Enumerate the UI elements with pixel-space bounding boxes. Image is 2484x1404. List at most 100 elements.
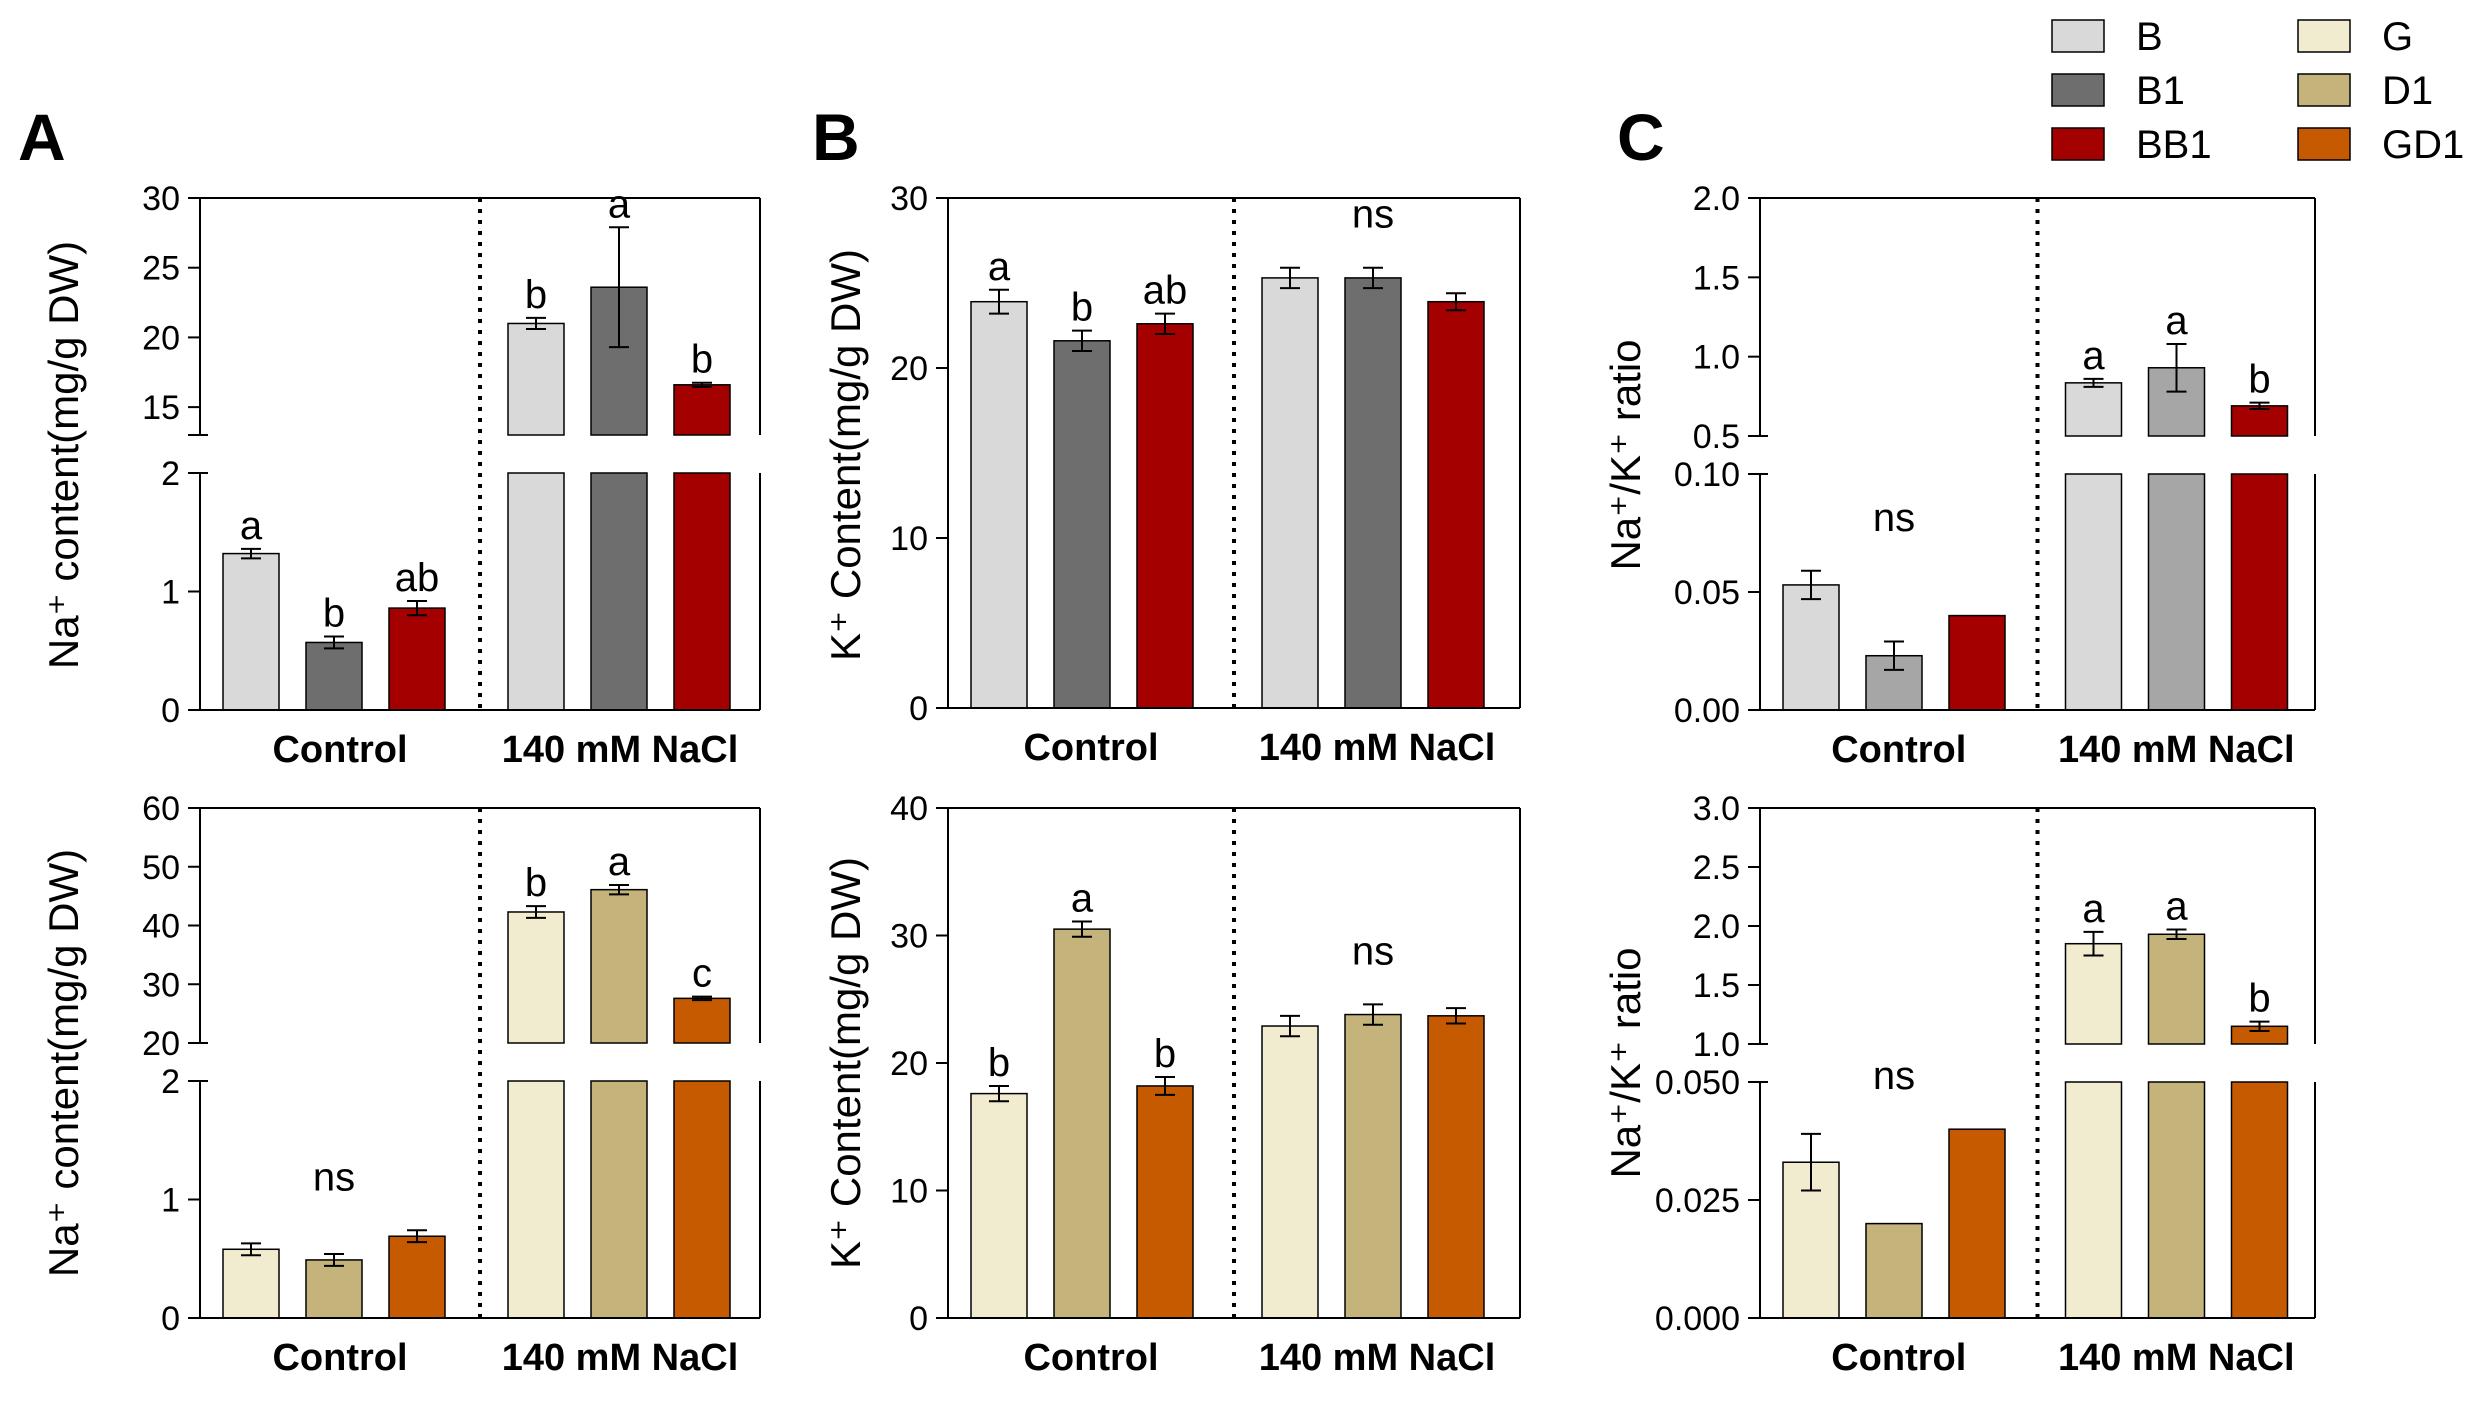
group-label-1: 140 mM NaCl [502, 729, 739, 771]
y-tick-label: 20 [142, 1025, 180, 1063]
group-label-0: Control [1831, 1337, 1966, 1379]
sig-label-D1-1: a [2165, 885, 2188, 929]
legend-swatch-B1 [2051, 73, 2105, 107]
group-label-0: Control [272, 1337, 407, 1379]
legend-label-D1: D1 [2382, 69, 2433, 113]
bar-B1-0 [1053, 340, 1111, 709]
y-axis-title: K⁺ Content(mg/g DW) [822, 857, 869, 1269]
y-tick-label: 50 [142, 849, 180, 887]
bar-BB1-1 [1427, 300, 1485, 709]
bar-lower-B1-1 [2147, 473, 2206, 711]
y-tick-label: 0.05 [1674, 574, 1740, 612]
y-tick-label: 25 [142, 250, 180, 288]
y-tick-label: 10 [890, 1173, 928, 1211]
bar-upper-G-1 [2064, 942, 2123, 1045]
y-tick-label: 20 [890, 350, 928, 388]
y-tick-label: 20 [890, 1045, 928, 1083]
y-tick-label: 1 [161, 574, 180, 612]
sig-label-G-0: b [988, 1041, 1010, 1085]
y-axis-title: K⁺ Content(mg/g DW) [822, 249, 869, 661]
y-tick-label: 2.0 [1693, 908, 1740, 946]
sig-label-B-0: a [988, 245, 1011, 289]
chart-panel-A-bottom: ns Control b a c 140 mM NaCl 0 1 220 30 40 50 60 Na⁺ … [40, 790, 761, 1379]
y-tick-label: 1.5 [1693, 259, 1740, 297]
bar-BB1-0 [1948, 614, 2006, 711]
sig-label-B-1: a [2082, 334, 2105, 378]
sig-label-B1-1: a [608, 182, 631, 226]
sig-label-BB1-0: ab [395, 556, 440, 600]
group-sig-label-0: ns [1873, 496, 1915, 540]
sig-label-BB1-1: b [2248, 358, 2270, 402]
y-tick-label: 0.00 [1674, 692, 1740, 730]
y-tick-label: 0.10 [1674, 456, 1740, 494]
legend-label-B: B [2136, 15, 2163, 59]
sig-label-B1-0: b [1071, 286, 1093, 330]
bar-GD1-0 [1136, 1085, 1194, 1319]
y-tick-label: 0.5 [1693, 418, 1740, 456]
bar-upper-B-1 [507, 322, 565, 436]
y-tick-label: 40 [890, 790, 928, 828]
bar-lower-G-1 [507, 1080, 565, 1319]
panel-letter: A [18, 100, 66, 174]
group-label-0: Control [1831, 729, 1966, 771]
y-tick-label: 0.000 [1655, 1300, 1740, 1338]
bar-lower-GD1-1 [673, 1080, 731, 1319]
sig-label-BB1-0: ab [1143, 269, 1188, 313]
bar-lower-BB1-1 [2230, 473, 2289, 711]
legend-swatch-G [2297, 19, 2351, 53]
sig-label-GD1-0: b [1154, 1032, 1176, 1076]
bar-upper-GD1-1 [673, 997, 731, 1044]
chart-panel-B-bottom: b a b Control ns 140 mM NaCl 0 10 20 30 40 K⁺ Conte… [822, 790, 1521, 1379]
legend-swatch-BB1 [2051, 127, 2105, 161]
sig-label-BB1-1: b [691, 338, 713, 382]
y-tick-label: 0 [909, 690, 928, 728]
group-label-0: Control [1023, 727, 1158, 769]
y-tick-label: 30 [142, 966, 180, 1004]
y-tick-label: 2.0 [1693, 180, 1740, 218]
bar-lower-D1-1 [590, 1080, 648, 1319]
sig-label-B-1: b [525, 273, 547, 317]
y-axis-title: Na⁺ content(mg/g DW) [40, 241, 87, 669]
legend-label-GD1: GD1 [2382, 123, 2464, 167]
legend-label-G: G [2382, 15, 2413, 59]
sig-label-D1-1: a [608, 840, 631, 884]
bar-upper-D1-1 [2147, 933, 2206, 1045]
y-tick-label: 20 [142, 319, 180, 357]
bar-G-0 [222, 1248, 280, 1319]
sig-label-GD1-1: b [2248, 977, 2270, 1021]
y-tick-label: 30 [890, 180, 928, 218]
group-label-1: 140 mM NaCl [502, 1337, 739, 1379]
y-tick-label: 15 [142, 389, 180, 427]
bar-BB1-0 [1136, 323, 1194, 709]
y-tick-label: 10 [890, 520, 928, 558]
bar-B-1 [1261, 277, 1319, 709]
sig-label-B-0: a [240, 504, 263, 548]
group-label-0: Control [272, 729, 407, 771]
bar-B-0 [1782, 584, 1840, 711]
bar-B-0 [970, 300, 1028, 709]
y-tick-label: 0.050 [1655, 1064, 1740, 1102]
y-tick-label: 1 [161, 1182, 180, 1220]
legend-swatch-D1 [2297, 73, 2351, 107]
bar-GD1-0 [1948, 1128, 2006, 1319]
bar-B-0 [222, 552, 280, 711]
y-tick-label: 0.025 [1655, 1182, 1740, 1220]
legend-swatch-GD1 [2297, 127, 2351, 161]
bar-lower-BB1-1 [673, 472, 731, 711]
group-label-1: 140 mM NaCl [2058, 729, 2295, 771]
bar-GD1-1 [1427, 1015, 1485, 1319]
bar-BB1-0 [388, 607, 446, 711]
bar-lower-G-1 [2064, 1081, 2123, 1319]
bar-upper-B-1 [2064, 382, 2123, 437]
sig-label-B1-0: b [323, 592, 345, 636]
group-label-1: 140 mM NaCl [2058, 1337, 2295, 1379]
y-axis-title: Na⁺/K⁺ ratio [1602, 947, 1649, 1178]
chart-panel-C-top: ns Control a a b 140 mM NaCl 0.00 0.05 0.100.5 1.… [1602, 100, 2316, 771]
y-tick-label: 0 [161, 692, 180, 730]
bar-B1-1 [1344, 277, 1402, 709]
sig-label-B1-1: a [2165, 299, 2188, 343]
legend-label-B1: B1 [2136, 69, 2185, 113]
